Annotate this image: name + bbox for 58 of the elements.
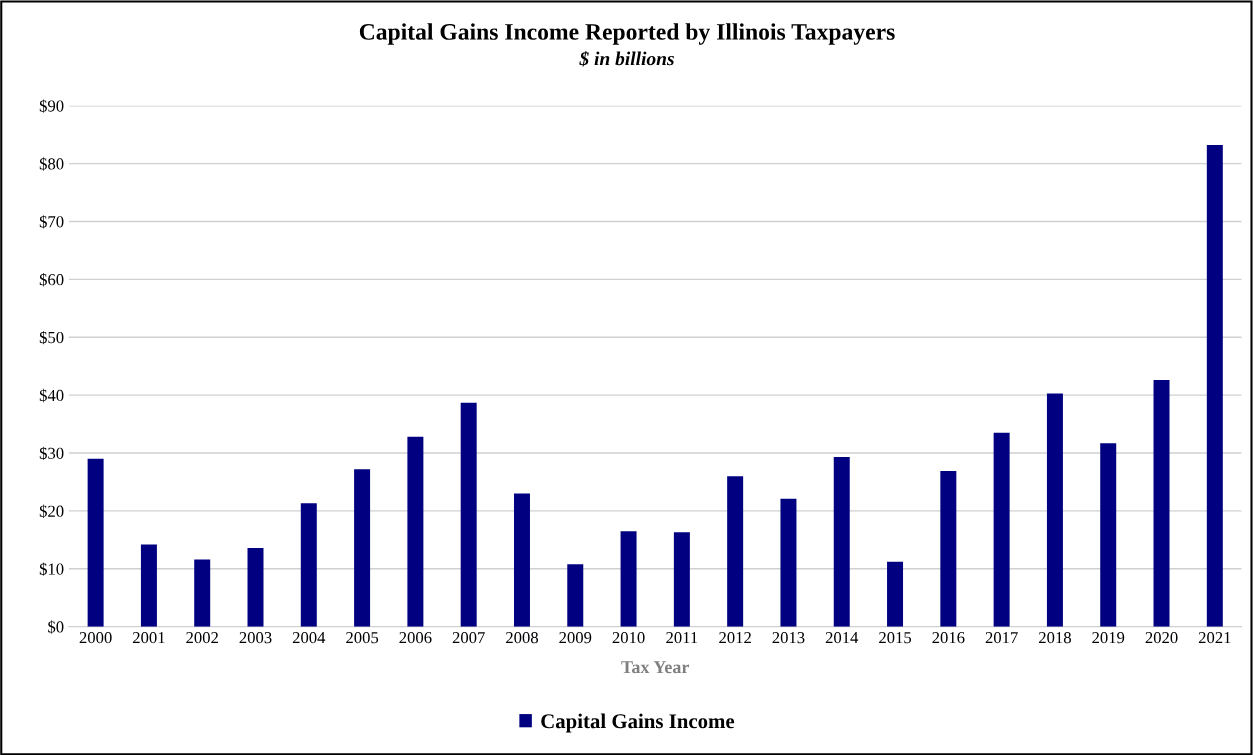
x-tick-label: 2009	[559, 631, 592, 644]
bar	[780, 498, 797, 627]
bar	[567, 564, 584, 627]
bar	[887, 561, 904, 627]
bar	[727, 476, 744, 627]
bar	[300, 503, 317, 627]
x-tick-label: 2020	[1145, 631, 1178, 644]
y-tick-label: $20	[39, 504, 64, 518]
x-tick-label: 2015	[879, 631, 912, 644]
bar	[354, 469, 371, 627]
x-tick-label: 2000	[79, 631, 112, 644]
bar	[673, 532, 690, 627]
x-axis-title: Tax Year	[621, 661, 690, 674]
bar	[993, 432, 1010, 627]
bar	[833, 457, 850, 627]
bar	[194, 559, 211, 627]
x-tick-label: 2010	[612, 631, 645, 644]
x-tick-label: 2017	[985, 631, 1018, 644]
bar	[460, 402, 477, 627]
y-tick-label: $0	[48, 620, 64, 634]
y-tick-label: $60	[39, 273, 64, 287]
x-tick-label: 2013	[772, 631, 805, 644]
bar	[620, 531, 637, 627]
bar	[1153, 380, 1170, 627]
y-tick-label: $90	[39, 99, 64, 113]
bar	[1100, 443, 1117, 627]
bar	[87, 458, 104, 627]
y-tick-label: $40	[39, 388, 64, 403]
legend-label: Capital Gains Income	[541, 713, 735, 733]
x-tick-label: 2019	[1092, 631, 1125, 644]
x-tick-label: 2003	[239, 631, 272, 644]
x-tick-label: 2018	[1038, 631, 1071, 644]
y-tick-label: $80	[39, 157, 64, 171]
x-tick-label: 2004	[292, 631, 326, 644]
x-tick-label: 2016	[932, 631, 965, 644]
x-tick-label: 2011	[666, 631, 698, 644]
x-tick-label: 2007	[452, 631, 485, 644]
x-tick-label: 2008	[506, 631, 539, 644]
y-tick-label: $10	[39, 562, 64, 576]
bar	[1206, 145, 1223, 627]
y-tick-label: $70	[39, 215, 64, 229]
x-tick-label: 2002	[186, 631, 218, 644]
bar	[140, 544, 157, 627]
bar	[1046, 393, 1063, 627]
bar	[513, 493, 530, 627]
chart-title: Capital Gains Income Reported by Illinois Taxpayers	[359, 23, 895, 45]
bar	[247, 547, 264, 627]
bar	[407, 436, 424, 627]
x-tick-label: 2006	[399, 631, 432, 644]
y-tick-label: $50	[39, 330, 64, 345]
x-tick-label: 2014	[825, 631, 859, 644]
x-tick-label: 2021	[1198, 631, 1231, 644]
bar	[940, 470, 957, 627]
x-tick-label: 2012	[719, 631, 751, 644]
chart-subtitle: $ in billions	[579, 51, 674, 67]
x-tick-label: 2005	[346, 631, 379, 644]
x-tick-label: 2001	[132, 631, 165, 644]
y-tick-label: $30	[39, 446, 64, 461]
